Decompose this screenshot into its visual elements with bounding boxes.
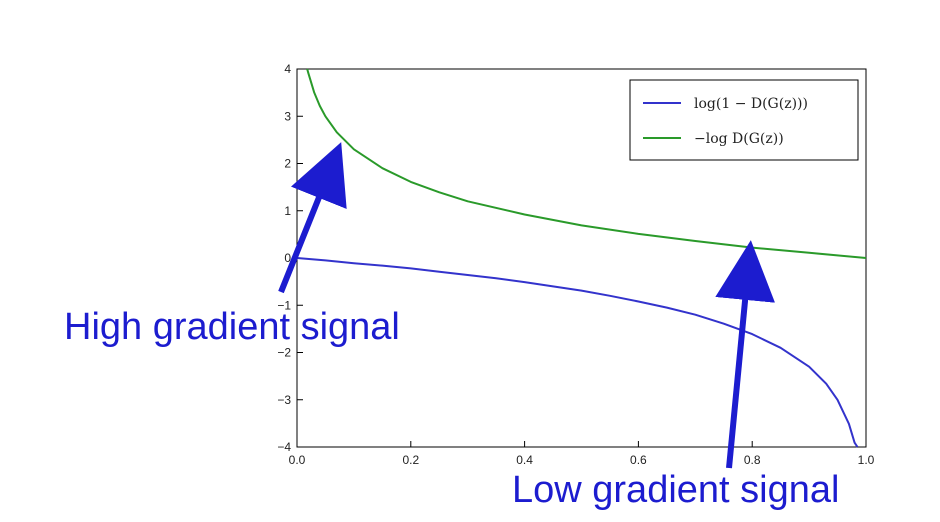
legend-label-series-1: log(1 − D(G(z))) <box>694 96 808 112</box>
x-tick-label: 0.0 <box>289 453 306 467</box>
y-tick-label: 1 <box>284 204 291 218</box>
x-tick-label: 1.0 <box>858 453 875 467</box>
low-gradient-arrow <box>715 240 775 469</box>
y-tick-label: −3 <box>277 393 291 407</box>
legend-box <box>629 79 859 161</box>
high-gradient-label: High gradient signal <box>64 306 400 348</box>
ticks: 0.0 0.2 0.4 0.6 0.8 1.0 4 3 2 1 0 −1 −2 −3 −4 <box>277 62 874 467</box>
x-tick-label: 0.4 <box>516 453 533 467</box>
y-tick-label: −2 <box>277 346 291 360</box>
high-gradient-arrow <box>278 142 347 294</box>
y-tick-label: 2 <box>284 157 291 171</box>
x-tick-label: 0.8 <box>744 453 761 467</box>
x-tick-label: 0.6 <box>630 453 647 467</box>
low-gradient-label: Low gradient signal <box>512 469 839 511</box>
y-tick-label: −4 <box>277 440 291 454</box>
x-tick-label: 0.2 <box>402 453 419 467</box>
y-tick-label: 4 <box>284 62 291 76</box>
legend-label-series-2: −log D(G(z)) <box>694 131 784 147</box>
series-line-1 <box>296 257 859 448</box>
y-tick-label: −1 <box>277 298 291 312</box>
series-lines <box>296 68 867 448</box>
y-tick-label: 0 <box>284 251 291 265</box>
legend: log(1 − D(G(z))) −log D(G(z)) <box>629 79 859 161</box>
series-line-2 <box>306 68 867 259</box>
y-tick-label: 3 <box>284 109 291 123</box>
